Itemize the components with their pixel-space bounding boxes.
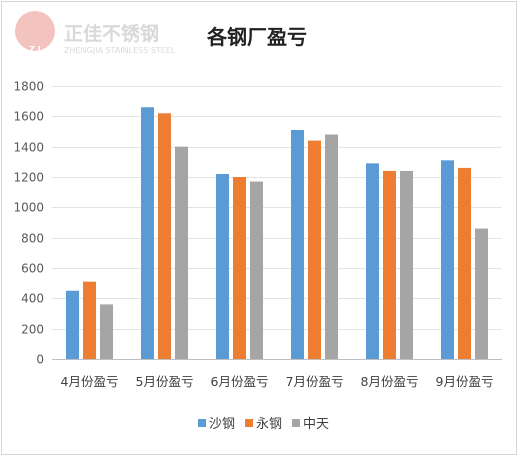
watermark-logo: Z J 正佳不锈钢 ZHENGJIA STAINLESS STEEL	[15, 11, 176, 55]
y-tick-label: 1600	[13, 110, 44, 124]
y-axis-tick-labels: 0 200 400 600 800 1000 1200 1400 1600 1800	[13, 80, 44, 367]
y-tick-label: 1000	[13, 201, 44, 215]
y-tick-label: 800	[21, 232, 44, 246]
x-category-label: 7月份盈亏	[286, 374, 344, 389]
bar-2-6	[458, 167, 471, 359]
bar-2-5	[383, 170, 396, 359]
chart-title: 各钢厂盈亏	[206, 25, 307, 49]
bar-3-3	[250, 181, 263, 359]
y-tick-label: 1400	[13, 141, 44, 155]
bar-1-2	[141, 107, 154, 359]
x-category-label: 6月份盈亏	[211, 374, 269, 389]
gridlines	[52, 86, 502, 360]
y-tick-label: 600	[21, 262, 44, 276]
legend: 沙钢 永钢 中天	[198, 417, 329, 432]
x-category-label: 4月份盈亏	[61, 374, 119, 389]
bars	[66, 107, 488, 359]
watermark-company-name: 正佳不锈钢	[64, 22, 159, 45]
x-category-label: 9月份盈亏	[436, 374, 494, 389]
legend-swatch-2	[245, 419, 254, 427]
logo-initials: Z J	[29, 45, 41, 54]
legend-label: 中天	[303, 417, 329, 432]
bar-3-1	[100, 304, 113, 359]
legend-swatch-1	[198, 419, 206, 427]
watermark-company-name-en: ZHENGJIA STAINLESS STEEL	[64, 46, 176, 55]
y-tick-label: 1200	[13, 171, 44, 185]
bar-2-2	[158, 113, 171, 359]
x-category-label: 5月份盈亏	[136, 374, 194, 389]
y-tick-label: 0	[36, 353, 44, 367]
bar-1-6	[441, 160, 454, 359]
bar-3-2	[175, 146, 188, 359]
bar-1-5	[366, 163, 379, 359]
x-axis-category-labels: 4月份盈亏 5月份盈亏 6月份盈亏 7月份盈亏 8月份盈亏 9月份盈亏	[61, 374, 494, 389]
legend-label: 沙钢	[209, 417, 235, 432]
bar-2-3	[233, 177, 246, 359]
y-tick-label: 400	[21, 292, 44, 306]
logo-circle	[15, 11, 55, 51]
x-category-label: 8月份盈亏	[361, 374, 419, 389]
legend-swatch-3	[292, 419, 301, 427]
y-tick-label: 1800	[13, 80, 44, 94]
y-tick-label: 200	[21, 323, 44, 337]
bar-1-1	[66, 290, 79, 359]
bar-3-4	[325, 134, 338, 359]
bar-1-4	[291, 129, 304, 359]
bar-2-1	[83, 281, 96, 359]
bar-3-5	[400, 170, 413, 359]
bar-3-6	[475, 228, 488, 359]
bar-1-3	[216, 173, 229, 359]
bar-2-4	[308, 140, 321, 359]
legend-label: 永钢	[256, 417, 282, 432]
